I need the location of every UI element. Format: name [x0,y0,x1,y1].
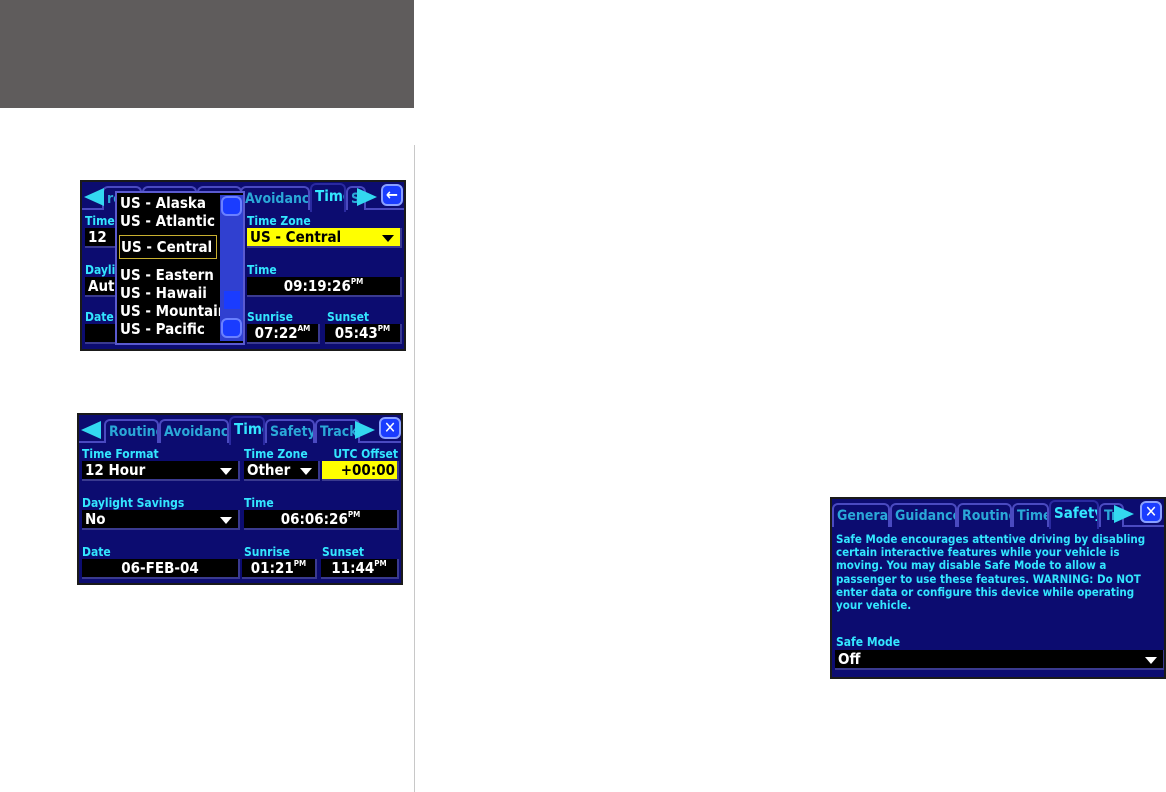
safety-settings-screenshot: General Guidance Routing Time Safety Tr … [830,497,1166,679]
time-format-select[interactable]: 12 Hour [82,461,240,481]
sunset-field: 11:44PM [321,559,399,579]
time-zone-dropdown-screenshot: ro Avoidance Time S ← Time 12 Dayli Auto… [80,180,406,351]
time-zone-label: Time Zone [244,447,308,461]
sunset-value: 11:44 [331,559,375,577]
time-format-label: Time [85,214,115,228]
sunset-label: Sunset [322,545,365,559]
sunrise-value: 01:21 [250,559,294,577]
sunrise-label: Sunrise [244,545,290,559]
time-field: 06:06:26PM [244,510,399,530]
tab-right-arrow-icon[interactable] [357,188,377,206]
chevron-down-icon [220,517,232,524]
sunrise-ampm: AM [297,324,311,333]
safe-mode-select[interactable]: Off [835,650,1164,670]
time-ampm: PM [347,510,361,519]
tab-time[interactable]: Time [229,416,265,445]
chevron-down-icon [382,235,394,242]
close-icon[interactable]: ✕ [379,417,401,439]
list-item[interactable]: US - Eastern [120,266,214,284]
daylight-savings-label: Daylight Savings [82,496,185,510]
tab-bar: Routing Avoidance Time Safety Track ✕ [79,415,401,445]
page-header-block [0,0,414,108]
time-format-label: Time Format [82,447,159,461]
time-zone-select[interactable]: Other [244,461,320,481]
scroll-up-icon[interactable] [221,196,242,216]
time-value: 09:19:26 [283,277,351,295]
chevron-down-icon [1145,657,1157,664]
chevron-down-icon [300,468,312,475]
scroll-down-icon[interactable] [221,318,242,338]
tab-time[interactable]: Time [1012,503,1049,527]
sunset-field: 05:43PM [325,324,402,344]
tab-routing[interactable]: Routing [957,503,1012,527]
time-settings-screenshot: Routing Avoidance Time Safety Track ✕ Ti… [77,413,403,585]
tab-avoidance[interactable]: Avoidance [159,419,229,443]
chevron-down-icon [220,468,232,475]
sunset-label: Sunset [327,310,370,324]
safe-mode-description: Safe Mode encourages attentive driving b… [836,532,1146,613]
list-item-selected[interactable]: US - Central [119,235,217,259]
utc-offset-field[interactable]: +00:00 [322,461,399,481]
daylight-savings-value: No [85,510,106,528]
time-value: 06:06:26 [280,510,348,528]
close-icon[interactable]: ✕ [1140,501,1162,523]
tab-bar: General Guidance Routing Time Safety Tr … [832,499,1164,529]
sunrise-ampm: PM [293,559,307,568]
scrollbar[interactable] [220,195,243,341]
time-zone-select[interactable]: US - Central [247,228,402,248]
time-ampm: PM [350,277,364,286]
list-item[interactable]: US - Alaska [120,194,206,212]
time-format-value: 12 Hour [85,461,146,479]
tab-guidance[interactable]: Guidance [890,503,957,527]
tab-avoidance[interactable]: Avoidance [240,186,310,210]
time-label: Time [244,496,274,510]
sunrise-field: 07:22AM [247,324,320,344]
tab-time[interactable]: Time [310,183,346,212]
daylight-savings-select[interactable]: No [82,510,240,530]
sunset-ampm: PM [374,559,387,568]
column-divider [414,145,415,792]
tab-right-arrow-icon[interactable] [355,421,375,439]
sunrise-field: 01:21PM [242,559,317,579]
back-arrow-icon[interactable]: ← [381,184,403,206]
tab-general[interactable]: General [832,503,890,527]
time-field: 09:19:26PM [247,277,402,297]
safe-mode-label: Safe Mode [836,635,901,649]
tab-routing[interactable]: Routing [104,419,159,443]
time-label: Time [247,263,277,277]
sunrise-value: 07:22 [254,324,298,342]
tab-left-arrow-icon[interactable] [84,188,104,206]
time-zone-dropdown-list: US - Alaska US - Atlantic US - Central U… [115,191,245,345]
time-zone-label: Time Zone [247,214,311,228]
tab-right-arrow-icon[interactable] [1114,505,1134,523]
tab-safety[interactable]: Safety [1049,500,1099,529]
list-item[interactable]: US - Hawaii [120,284,207,302]
tab-safety[interactable]: Safety [265,419,315,443]
safe-mode-value: Off [838,650,861,668]
sunrise-label: Sunrise [247,310,293,324]
date-label: Date [82,545,111,559]
list-item[interactable]: US - Mountain [120,302,228,320]
sunset-ampm: PM [377,324,391,333]
utc-offset-label: UTC Offset [333,447,398,461]
date-label: Date [85,310,114,324]
time-zone-value: Other [247,461,291,479]
tab-track[interactable]: Track [315,419,360,443]
date-field: 06-FEB-04 [82,559,240,579]
tab-left-arrow-icon[interactable] [81,421,101,439]
sunset-value: 05:43 [334,324,378,342]
daylight-label: Dayli [85,263,116,277]
list-item[interactable]: US - Atlantic [120,212,215,230]
scrollbar-thumb[interactable] [224,291,240,309]
list-item[interactable]: US - Pacific [120,320,205,338]
time-zone-value: US - Central [250,228,342,246]
